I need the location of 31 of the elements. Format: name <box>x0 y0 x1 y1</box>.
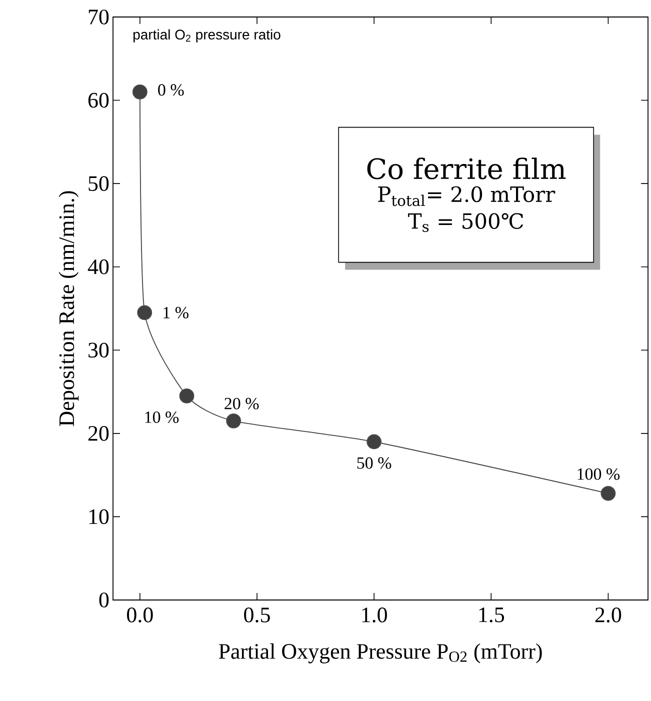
annotation: 50 % <box>357 457 392 469</box>
x-tick-label: 0.5 <box>244 608 270 622</box>
annotation: P$_{total}$= 2.0 mTorr <box>378 186 556 206</box>
annotation: 0 % <box>158 84 184 96</box>
y-tick-label: 30 <box>88 342 109 358</box>
point <box>366 434 382 450</box>
x-tick-label: 1.0 <box>362 608 387 622</box>
annotation: partial O$_{2}$ pressure ratio <box>133 29 280 42</box>
annotation: Co ferrite film <box>367 158 566 180</box>
point <box>137 305 152 320</box>
y-axis-title: Deposition Rate (nm/min.) <box>58 191 79 426</box>
y-tick-label: 10 <box>89 509 109 524</box>
y-tick-label: 0 <box>99 592 109 608</box>
point <box>600 486 616 501</box>
point <box>132 84 148 100</box>
x-axis-title: Partial Oxygen Pressure P$_{O2}$ (mTorr) <box>218 643 542 664</box>
y-tick-label: 50 <box>88 176 109 191</box>
annotation: 20 % <box>224 398 259 410</box>
x-tick-label: 0.0 <box>127 608 153 622</box>
x-tick-label: 2.0 <box>595 608 622 622</box>
y-tick-label: 70 <box>88 10 109 24</box>
y-tick-label: 20 <box>88 426 109 441</box>
point <box>226 413 242 428</box>
annotation: T$_{s}$ = 500℃ <box>408 213 524 232</box>
annotation: 10 % <box>145 411 179 424</box>
point <box>179 388 194 404</box>
x-tick-label: 1.5 <box>479 608 504 622</box>
y-tick-label: 60 <box>88 92 109 108</box>
y-tick-label: 40 <box>88 259 109 274</box>
annotation: 100 % <box>578 468 620 480</box>
annotation: 1 % <box>164 306 188 318</box>
